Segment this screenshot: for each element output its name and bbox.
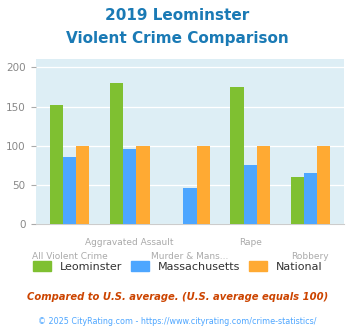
- Bar: [304, 173, 317, 224]
- Bar: [63, 157, 76, 224]
- Text: Compared to U.S. average. (U.S. average equals 100): Compared to U.S. average. (U.S. average …: [27, 292, 328, 302]
- Bar: [257, 146, 270, 224]
- Text: Rape: Rape: [239, 238, 262, 247]
- Bar: [123, 149, 136, 224]
- Text: Violent Crime Comparison: Violent Crime Comparison: [66, 31, 289, 46]
- Bar: [197, 146, 210, 224]
- Text: © 2025 CityRating.com - https://www.cityrating.com/crime-statistics/: © 2025 CityRating.com - https://www.city…: [38, 317, 317, 326]
- Bar: [183, 188, 197, 224]
- Text: Murder & Mans...: Murder & Mans...: [151, 252, 229, 261]
- Bar: [230, 87, 244, 224]
- Bar: [244, 165, 257, 224]
- Legend: Leominster, Massachusetts, National: Leominster, Massachusetts, National: [28, 256, 327, 276]
- Text: 2019 Leominster: 2019 Leominster: [105, 8, 250, 23]
- Bar: [290, 177, 304, 224]
- Text: Robbery: Robbery: [291, 252, 329, 261]
- Text: Aggravated Assault: Aggravated Assault: [86, 238, 174, 247]
- Bar: [317, 146, 330, 224]
- Bar: [136, 146, 149, 224]
- Bar: [50, 105, 63, 224]
- Bar: [76, 146, 89, 224]
- Bar: [110, 83, 123, 224]
- Text: All Violent Crime: All Violent Crime: [32, 252, 107, 261]
